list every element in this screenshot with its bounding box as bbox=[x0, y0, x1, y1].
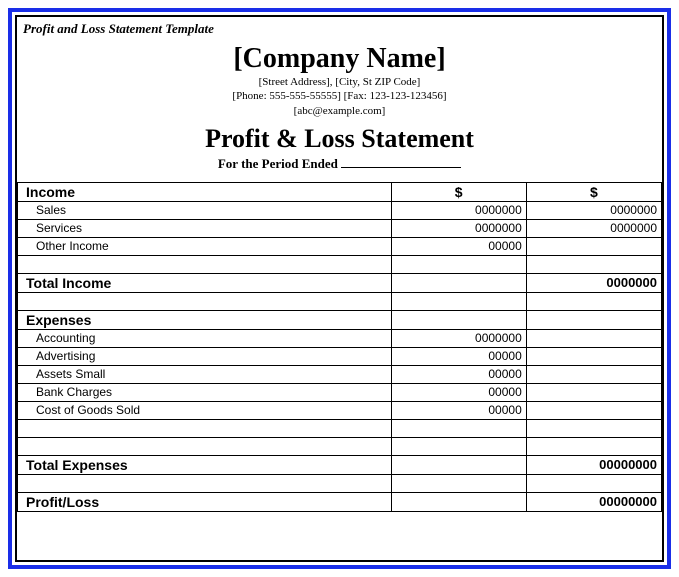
total-income-row: Total Income 0000000 bbox=[18, 273, 662, 292]
table-row: Cost of Goods Sold 00000 bbox=[18, 401, 662, 419]
income-item-amt1: 00000 bbox=[391, 237, 526, 255]
income-header-row: Income $ $ bbox=[18, 182, 662, 201]
blank-row bbox=[18, 292, 662, 310]
profit-loss-row: Profit/Loss 00000000 bbox=[18, 492, 662, 511]
total-expenses-label: Total Expenses bbox=[18, 455, 392, 474]
template-label: Profit and Loss Statement Template bbox=[23, 21, 214, 37]
income-item-amt1: 0000000 bbox=[391, 219, 526, 237]
income-header: Income bbox=[18, 182, 392, 201]
expense-item-label: Accounting bbox=[18, 329, 392, 347]
total-expenses-row: Total Expenses 00000000 bbox=[18, 455, 662, 474]
table-row: Other Income 00000 bbox=[18, 237, 662, 255]
income-item-amt2 bbox=[526, 237, 661, 255]
income-item-label: Sales bbox=[18, 201, 392, 219]
income-item-amt1: 0000000 bbox=[391, 201, 526, 219]
profit-loss-value: 00000000 bbox=[526, 492, 661, 511]
income-item-amt2: 0000000 bbox=[526, 219, 661, 237]
expense-item-amt1: 00000 bbox=[391, 365, 526, 383]
blank-row bbox=[18, 255, 662, 273]
table-row: Sales 0000000 0000000 bbox=[18, 201, 662, 219]
total-income-value: 0000000 bbox=[526, 273, 661, 292]
expense-item-amt2 bbox=[526, 401, 661, 419]
expense-item-label: Bank Charges bbox=[18, 383, 392, 401]
expense-item-amt1: 00000 bbox=[391, 383, 526, 401]
table-row: Bank Charges 00000 bbox=[18, 383, 662, 401]
table-row: Advertising 00000 bbox=[18, 347, 662, 365]
income-item-amt2: 0000000 bbox=[526, 201, 661, 219]
statement-title: Profit & Loss Statement bbox=[17, 124, 662, 154]
email-address: [abc@example.com] bbox=[17, 104, 662, 118]
expense-item-amt1: 0000000 bbox=[391, 329, 526, 347]
expense-item-label: Advertising bbox=[18, 347, 392, 365]
expense-item-label: Cost of Goods Sold bbox=[18, 401, 392, 419]
phone-fax: [Phone: 555-555-55555] [Fax: 123-123-123… bbox=[17, 89, 662, 103]
table-row: Assets Small 00000 bbox=[18, 365, 662, 383]
blank-row bbox=[18, 437, 662, 455]
company-name: [Company Name] bbox=[17, 43, 662, 75]
blank-row bbox=[18, 419, 662, 437]
street-address: [Street Address], [City, St ZIP Code] bbox=[17, 75, 662, 89]
expense-item-amt1: 00000 bbox=[391, 401, 526, 419]
outer-frame: Profit and Loss Statement Template [Comp… bbox=[8, 8, 671, 569]
pnl-table: Income $ $ Sales 0000000 0000000 Service… bbox=[17, 182, 662, 512]
total-expenses-value: 00000000 bbox=[526, 455, 661, 474]
blank-row bbox=[18, 474, 662, 492]
expense-item-amt2 bbox=[526, 383, 661, 401]
expenses-header: Expenses bbox=[18, 310, 392, 329]
income-item-label: Other Income bbox=[18, 237, 392, 255]
total-income-label: Total Income bbox=[18, 273, 392, 292]
period-ended: For the Period Ended bbox=[17, 156, 662, 172]
expense-item-label: Assets Small bbox=[18, 365, 392, 383]
table-row: Accounting 0000000 bbox=[18, 329, 662, 347]
expenses-header-row: Expenses bbox=[18, 310, 662, 329]
expense-item-amt2 bbox=[526, 329, 661, 347]
period-blank-line bbox=[341, 167, 461, 168]
document-content: [Company Name] [Street Address], [City, … bbox=[17, 17, 662, 512]
profit-loss-label: Profit/Loss bbox=[18, 492, 392, 511]
expense-item-amt2 bbox=[526, 365, 661, 383]
expense-item-amt1: 00000 bbox=[391, 347, 526, 365]
currency-col2: $ bbox=[526, 182, 661, 201]
period-label: For the Period Ended bbox=[218, 156, 338, 171]
expense-item-amt2 bbox=[526, 347, 661, 365]
currency-col1: $ bbox=[391, 182, 526, 201]
table-row: Services 0000000 0000000 bbox=[18, 219, 662, 237]
income-item-label: Services bbox=[18, 219, 392, 237]
inner-frame: Profit and Loss Statement Template [Comp… bbox=[15, 15, 664, 562]
